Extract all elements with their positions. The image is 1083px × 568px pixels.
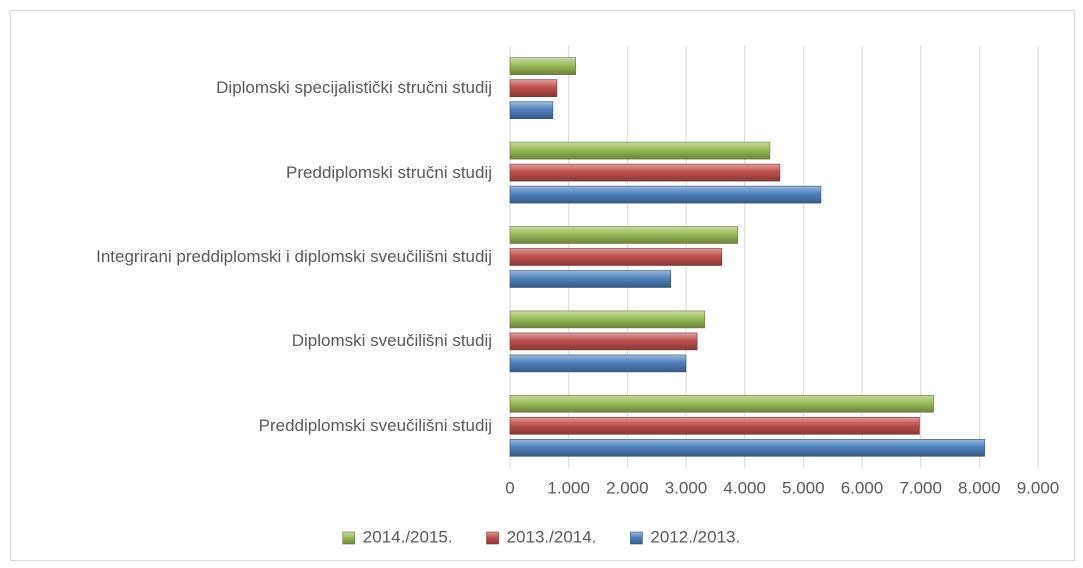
x-tick-label: 1.000 (547, 478, 590, 497)
bar (509, 332, 698, 351)
x-tick-label: 8.000 (958, 478, 1001, 497)
category-label-box: Preddiplomski stručni studij (20, 133, 492, 213)
bar (509, 185, 822, 204)
y-tick-label: Diplomski specijalistički stručni studij (216, 78, 492, 98)
x-tick-label: 3.000 (665, 478, 708, 497)
category-label-box: Diplomski sveučilišni studij (20, 301, 492, 381)
legend-swatch (342, 531, 356, 545)
bar (509, 310, 706, 329)
x-tick-label: 6.000 (841, 478, 884, 497)
bar (509, 438, 985, 457)
bar (509, 270, 672, 288)
x-tick-label: 0 (505, 478, 514, 497)
category-label-box: Integrirani preddiplomski i diplomski sv… (20, 217, 492, 297)
bar (509, 226, 738, 244)
legend-swatch (486, 531, 499, 545)
x-tick-label: 9.000 (1017, 478, 1060, 497)
bar (509, 101, 554, 119)
bar (509, 57, 577, 76)
y-tick-label: Integrirani preddiplomski i diplomski sv… (96, 247, 492, 266)
y-tick-label: Diplomski sveučilišni studij (291, 331, 492, 351)
legend-label: 2012./2013. (650, 527, 740, 546)
category-label-box: Preddiplomski sveučilišni studij (20, 386, 492, 466)
bar (509, 248, 723, 266)
category-label-box: Diplomski specijalistički stručni studij (20, 48, 492, 128)
y-tick-label: Preddiplomski stručni studij (286, 162, 492, 182)
x-tick-label: 7.000 (899, 478, 942, 497)
chart-border (10, 10, 1075, 561)
bar (509, 163, 781, 182)
bar (509, 354, 687, 373)
x-tick-label: 2.000 (606, 478, 649, 497)
bar (509, 394, 934, 413)
legend-label: 2013./2014. (507, 527, 597, 546)
legend-label: 2014./2015. (363, 527, 453, 546)
bar (509, 79, 558, 97)
x-tick-label: 4.000 (723, 478, 766, 497)
bar (509, 141, 771, 160)
bar (509, 416, 920, 435)
legend-swatch (630, 531, 643, 545)
y-tick-label: Preddiplomski sveučilišni studij (258, 415, 492, 435)
x-tick-label: 5.000 (782, 478, 825, 497)
